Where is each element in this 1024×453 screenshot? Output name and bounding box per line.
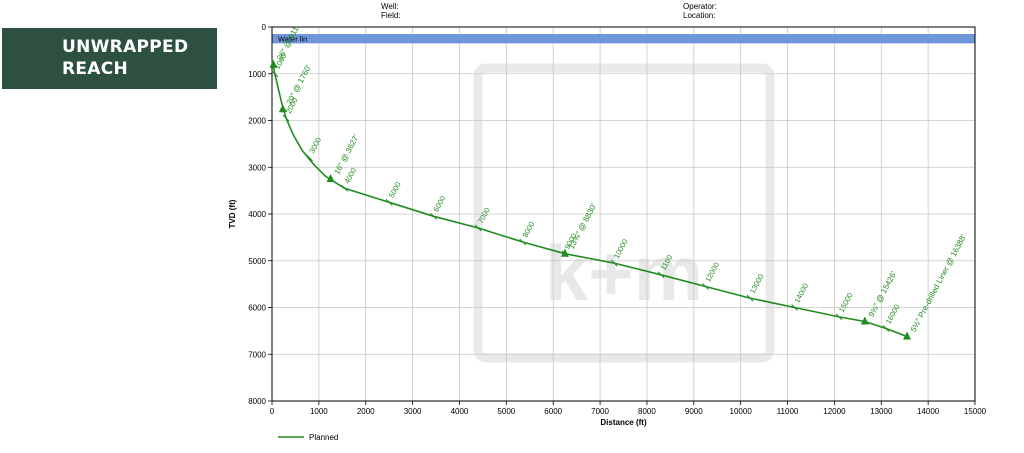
casing-label-5: 5½" Pre-drilled Liner @ 16388' (909, 233, 968, 334)
md-tick-5 (430, 212, 438, 220)
x-tick-label-1: 1000 (310, 407, 328, 416)
x-tick-label-5: 5000 (497, 407, 515, 416)
md-tick-12 (746, 294, 754, 302)
y-tick-label-8: 8000 (248, 397, 266, 406)
md-tick-11 (702, 283, 709, 290)
km-watermark-logo: k+m (473, 63, 775, 363)
casing-marker-5 (903, 331, 912, 340)
x-tick-label-6: 6000 (544, 407, 562, 416)
series-planned (271, 59, 908, 338)
casing-marker-4 (860, 316, 869, 325)
x-tick-label-15: 15000 (964, 407, 987, 416)
x-tick-label-9: 9000 (685, 407, 703, 416)
y-tick-label-2: 2000 (248, 117, 266, 126)
md-label-13: 14000 (792, 282, 810, 305)
md-label-7: 8000 (521, 220, 537, 239)
md-tick-0 (271, 70, 279, 78)
x-tick-label-3: 3000 (404, 407, 422, 416)
casing-label-1: 20" @ 1760' (285, 63, 314, 106)
y-tick-label-0: 0 (262, 23, 267, 32)
y-tick-label-3: 3000 (248, 163, 266, 172)
axes: 0 1000 2000 3000 4000 5000 6000 7000 8000 9000 100… (248, 23, 986, 416)
md-label-11: 12000 (703, 261, 721, 284)
md-tick-15 (882, 325, 890, 332)
md-tick-6 (474, 224, 482, 232)
x-tick-label-4: 4000 (451, 407, 469, 416)
md-tick-2 (306, 154, 313, 162)
md-label-4: 5000 (387, 180, 403, 199)
water-line-band (272, 34, 975, 44)
legend: Planned (278, 433, 338, 442)
water-line: Water lin (272, 34, 975, 44)
md-tick-10 (657, 271, 665, 279)
casing-label-2: 16" @ 3627' (332, 133, 361, 176)
x-tick-label-10: 10000 (730, 407, 753, 416)
banner-line-1: UNWRAPPED (62, 37, 189, 57)
x-tick-label-11: 11000 (777, 407, 799, 416)
grid (271, 26, 976, 402)
x-axis-title: Distance (ft) (600, 418, 647, 427)
md-label-14: 15000 (837, 291, 855, 314)
operator-label: Operator: (683, 2, 717, 11)
location-label: Location: (683, 11, 716, 20)
md-tick-9 (610, 259, 618, 267)
banner-line-2: REACH (62, 59, 129, 79)
y-tick-label-4: 4000 (248, 210, 266, 219)
casing-marker-2 (326, 173, 335, 182)
md-label-12: 13000 (748, 272, 766, 295)
casing-marker-0 (269, 59, 278, 68)
y-tick-label-7: 7000 (248, 350, 266, 359)
x-tick-label-0: 0 (270, 407, 275, 416)
casing-marker-1 (278, 104, 287, 113)
x-tick-label-13: 13000 (870, 407, 893, 416)
md-tick-4 (385, 198, 393, 206)
field-label: Field: (381, 11, 401, 20)
x-tick-label-2: 2000 (357, 407, 375, 416)
y-tick-label-5: 5000 (248, 257, 266, 266)
md-tick-13 (791, 304, 798, 311)
series-line-0 (271, 59, 908, 338)
svg-text:k+m: k+m (545, 229, 703, 317)
y-axis-title: TVD (ft) (228, 199, 237, 228)
md-tick-7 (519, 238, 527, 246)
md-label-15: 16000 (884, 303, 902, 326)
md-label-5: 6000 (432, 194, 448, 213)
x-tick-label-14: 14000 (917, 407, 940, 416)
md-tick-3 (341, 184, 348, 192)
md-tick-14 (835, 313, 843, 321)
title-banner: UNWRAPPED REACH (2, 28, 217, 89)
water-line-label: Water lin (278, 35, 307, 44)
x-tick-label-12: 12000 (823, 407, 846, 416)
y-tick-label-1: 1000 (248, 70, 266, 79)
legend-label-planned: Planned (309, 433, 338, 442)
casing-marker-3 (560, 248, 569, 257)
md-tick-1 (282, 114, 290, 122)
md-label-3: 4000 (342, 166, 358, 185)
md-label-2: 3000 (307, 136, 323, 155)
well-label: Well: (381, 2, 399, 11)
x-tick-label-8: 8000 (638, 407, 656, 416)
y-tick-label-6: 6000 (248, 304, 266, 313)
x-tick-label-7: 7000 (591, 407, 609, 416)
